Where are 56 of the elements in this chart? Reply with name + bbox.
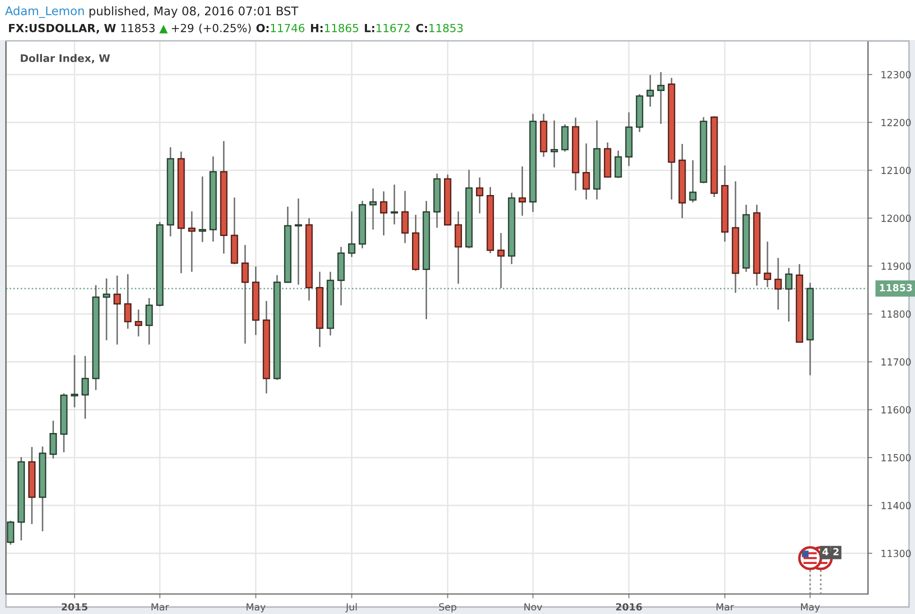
candlestick [764,240,772,288]
candlestick [348,210,356,258]
candlestick [369,188,377,230]
candlestick [50,420,57,460]
x-tick-label: Sep [439,603,456,612]
y-tick-label: 11400 [882,502,911,510]
candlestick [294,198,302,286]
candlestick [134,308,142,338]
candlestick [82,355,89,420]
y-tick-label: 11300 [882,550,911,558]
y-tick-label: 11800 [882,310,911,318]
x-tick-label: Mar [716,603,734,611]
candlestick [454,210,462,284]
x-tick-label: May [801,603,820,612]
annotation: 2 [833,548,839,556]
candlestick [689,160,697,204]
x-tick-label: Nov [524,603,542,611]
candlestick [241,244,249,344]
y-tick-label: 11600 [882,406,911,414]
y-tick-label: 12100 [882,166,911,174]
text: FX:USDOLLAR, W 11853 ▲ +29 (+0.25%) O:11746 H:11865 L:11672 C:11853 [9,24,463,34]
candlestick [390,184,398,226]
y-tick-label: 12000 [882,214,911,222]
y-tick-label: 12200 [882,118,911,126]
candlestick [497,232,505,289]
x-tick-label: Mar [152,603,169,611]
candlestick [70,354,78,408]
candlestick [476,176,484,214]
candlestick [6,520,14,546]
candlestick [198,176,206,243]
candlestick [550,120,558,168]
candlestick [646,74,654,108]
y-tick-label: 11900 [882,262,911,270]
candlestick [657,71,665,125]
annotation: 4 [822,548,828,556]
x-tick-label: 2015 [62,603,88,611]
text: Adam_Lemon published, May 08, 2016 07:01 BST [5,6,298,18]
candlestick [614,150,622,179]
candlestick [774,257,782,310]
x-tick-label: 2016 [616,603,642,611]
candlestick [582,142,590,200]
candlestick [401,190,409,244]
candlestick [124,273,132,330]
candlestick [145,297,153,346]
candlestick [561,124,569,152]
x-tick-label: May [246,603,266,612]
y-tick-label: 11500 [882,454,911,462]
candlestick [114,274,121,346]
candlestick [380,190,388,236]
ref-line-label: 11853 [880,284,912,292]
text: Dollar Index, W [20,54,110,64]
y-tick-label: 11700 [882,358,911,366]
candlestick [518,166,526,216]
y-tick-label: 12300 [882,70,911,78]
x-tick-label: Jul [345,603,357,612]
candlestick [188,210,196,272]
